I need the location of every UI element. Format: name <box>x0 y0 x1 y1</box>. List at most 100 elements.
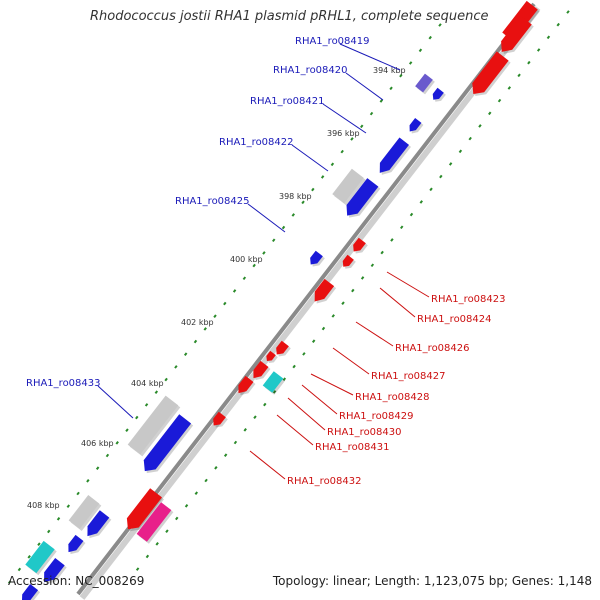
scale-dot <box>399 73 403 78</box>
scale-dot <box>193 339 198 344</box>
scale-dot <box>302 352 306 356</box>
kbp-tick-label: 406 kbp <box>81 439 114 448</box>
gene-feature <box>253 360 269 379</box>
gene-feature <box>136 502 172 542</box>
gene-label-rha1_ro08422: RHA1_ro08422 <box>219 137 294 148</box>
gene-feature <box>379 137 409 173</box>
gene-label-rha1_ro08423: RHA1_ro08423 <box>431 294 506 305</box>
gene-feature <box>332 168 364 204</box>
scale-dot <box>204 478 208 483</box>
scale-dot <box>282 377 287 381</box>
scale-dot <box>214 466 218 470</box>
scale-dot <box>223 301 227 306</box>
gene-label-leader <box>249 450 286 480</box>
gene-feature <box>310 250 323 265</box>
gene-feature <box>409 118 422 132</box>
gene-features <box>21 0 540 600</box>
scale-dot <box>527 60 531 65</box>
scale-dot <box>272 238 276 243</box>
scale-dot <box>428 35 432 40</box>
scale-dot <box>438 23 442 27</box>
gene-feature <box>342 254 354 267</box>
scale-dot <box>281 225 286 230</box>
scale-dot <box>419 200 423 204</box>
gene-label-rha1_ro08432: RHA1_ro08432 <box>287 476 362 487</box>
gene-feature <box>276 340 289 355</box>
gene-label-rha1_ro08426: RHA1_ro08426 <box>395 343 470 354</box>
scale-dot <box>360 124 364 129</box>
scale-dot <box>429 187 433 192</box>
scale-dot <box>369 111 374 116</box>
scale-dot <box>135 567 140 571</box>
scale-dot <box>379 99 384 103</box>
gene-feature <box>68 534 84 553</box>
gene-feature <box>415 73 433 93</box>
gene-feature <box>127 395 179 455</box>
scale-dot <box>232 289 237 293</box>
scale-dot <box>418 48 423 53</box>
gene-label-rha1_ro08429: RHA1_ro08429 <box>339 411 414 422</box>
scale-dot <box>311 187 315 192</box>
gene-feature <box>143 414 192 472</box>
kbp-tick-label: 400 kbp <box>230 255 263 264</box>
scale-dot <box>263 402 267 407</box>
scale-dot <box>66 504 71 508</box>
scale-dot <box>400 225 404 230</box>
gene-label-rha1_ro08427: RHA1_ro08427 <box>371 371 446 382</box>
gene-feature <box>501 15 532 52</box>
scale-dot <box>517 73 521 78</box>
gene-label-leader <box>247 203 286 233</box>
scale-dot <box>145 554 150 559</box>
kbp-tick-label: 402 kbp <box>181 318 214 327</box>
gene-label-rha1_ro08420: RHA1_ro08420 <box>273 65 348 76</box>
topology-text: Topology: linear; Length: 1,123,075 bp; … <box>272 574 592 588</box>
gene-label-leader <box>287 397 326 431</box>
scale-dot <box>243 428 247 432</box>
gene-label-rha1_ro08419: RHA1_ro08419 <box>295 36 370 47</box>
gene-label-rha1_ro08431: RHA1_ro08431 <box>315 442 390 453</box>
scale-dot <box>448 162 453 166</box>
scale-dot <box>165 529 169 533</box>
scale-dot <box>488 111 492 116</box>
scale-dot <box>223 453 228 457</box>
scale-dot <box>203 327 207 331</box>
scale-dot <box>536 48 541 52</box>
gene-label-leader <box>97 385 134 419</box>
scale-dot <box>86 479 90 483</box>
gene-feature <box>44 558 65 583</box>
scale-dot <box>76 491 80 496</box>
gene-label-rha1_ro08425: RHA1_ro08425 <box>175 196 250 207</box>
gene-feature <box>472 51 509 94</box>
scale-dot <box>331 314 335 318</box>
scale-dot <box>95 466 100 470</box>
gene-feature <box>25 540 55 574</box>
scale-dot <box>507 86 512 90</box>
gene-label-leader <box>355 321 394 347</box>
scale-dot <box>135 415 139 420</box>
gene-label-leader <box>291 144 329 172</box>
scale-dot <box>242 276 247 281</box>
scale-dot <box>458 149 463 154</box>
scale-dot <box>144 403 149 407</box>
scale-dot <box>105 453 110 458</box>
scale-dot <box>233 440 238 445</box>
scale-dot <box>272 390 277 394</box>
gene-feature <box>213 411 226 426</box>
scale-dot <box>115 441 119 445</box>
gene-label-leader <box>339 43 401 71</box>
scale-dot <box>497 98 502 103</box>
kbp-tick-label: 396 kbp <box>327 129 360 138</box>
scale-dot <box>556 22 560 27</box>
scale-dot <box>311 339 316 344</box>
scale-dot <box>566 10 570 14</box>
scale-dot <box>174 365 178 369</box>
scale-dot <box>56 517 61 521</box>
gene-feature <box>68 495 100 529</box>
scale-dot <box>360 276 365 280</box>
scale-dot <box>213 314 217 319</box>
scale-dot <box>154 390 159 394</box>
gene-feature <box>21 584 39 600</box>
kbp-tick-label: 394 kbp <box>373 66 406 75</box>
gene-feature <box>266 350 276 361</box>
